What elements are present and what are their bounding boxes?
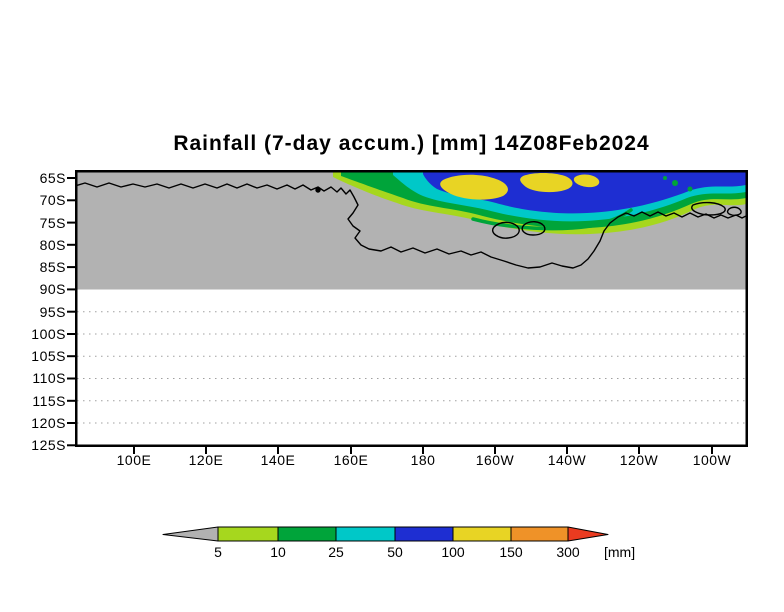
y-axis-label: 115S [32,393,66,409]
island-outline [726,206,742,216]
x-axis-label: 120E [188,452,224,468]
y-axis-label: 110S [32,370,66,386]
y-axis-label: 85S [39,259,66,275]
rain-speck [663,176,667,180]
y-axis-label: 105S [31,348,66,364]
rain-patch-100-150mm [520,173,573,193]
rain-band-50-100mm [423,172,746,214]
y-axis-label: 70S [39,192,66,208]
y-axis-label: 95S [39,304,66,320]
colorbar-tick-label: 5 [214,544,222,560]
x-axis-ticks [133,446,713,454]
plot-frame [75,170,748,447]
colorbar-tick-label: 10 [270,544,286,560]
x-axis-label: 100E [116,452,152,468]
colorbar-tick-label: 50 [387,544,403,560]
y-axis-label: 80S [39,237,66,253]
rain-speck [687,186,693,192]
colorbar-segment [335,526,396,542]
small-island [315,187,321,193]
x-axis-label: 140E [260,452,296,468]
colorbar-segment [452,526,512,542]
island-outline [521,221,546,236]
y-axis-label: 90S [39,281,66,297]
colorbar-tick-label: 100 [441,544,465,560]
x-axis-label: 140W [547,452,587,468]
colorbar-tick-label: 300 [556,544,580,560]
colorbar-segment [510,526,569,542]
y-axis-ticks [67,177,76,447]
colorbar [162,526,609,542]
chart-title: Rainfall (7-day accum.) [mm] 14Z08Feb202… [173,132,650,155]
colorbar-above-max-arrow [567,526,609,542]
colorbar-unit-label: [mm] [604,544,636,560]
y-axis-label: 100S [31,326,66,342]
colorbar-segment [277,526,337,542]
antarctic-coastline [77,182,746,269]
map-plot [67,170,748,454]
y-axis-label: 120S [31,415,66,431]
rain-patch-100-150mm [440,174,508,200]
x-axis-label: 160E [333,452,369,468]
rain-patch-100-150mm [573,174,600,188]
colorbar-tick-label: 150 [499,544,523,560]
colorbar-tick-label: 25 [328,544,344,560]
y-axis-label: 75S [39,215,66,231]
x-axis-label: 120W [619,452,659,468]
colorbar-segment [394,526,454,542]
colorbar-below-min-arrow [162,526,219,542]
y-axis-label: 65S [39,170,66,186]
rain-speck [672,180,678,186]
island-outline [691,201,726,216]
x-axis-label: 160W [475,452,515,468]
x-axis-label: 100W [692,452,732,468]
latitude-gridlines [77,311,746,424]
colorbar-segment [217,526,279,542]
x-axis-label: 180 [410,452,436,468]
island-outline [492,221,520,239]
y-axis-label: 125S [31,437,66,453]
